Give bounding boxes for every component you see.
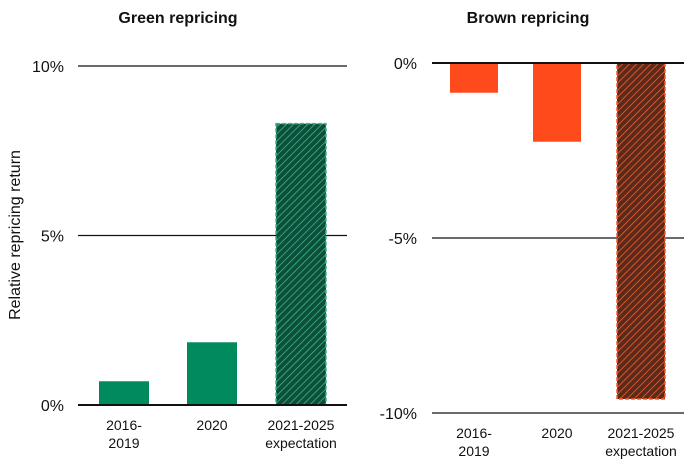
brown-bar-2 — [616, 62, 666, 400]
brown-panel: Brown repricing 0% -5% -10% 2016-2019 2020 20… — [380, 10, 684, 459]
green-y-tick-label: 5% — [41, 229, 64, 246]
green-category-label: 2016-2019 — [106, 417, 142, 451]
brown-bar-0 — [450, 63, 498, 93]
brown-category-label: 2016-2019 — [456, 425, 492, 459]
green-y-tick-label: 10% — [32, 59, 64, 76]
brown-y-tick-label: -10% — [380, 406, 417, 423]
green-bar-1 — [187, 342, 237, 405]
brown-y-tick-label: 0% — [394, 56, 417, 73]
brown-bar-1 — [533, 63, 581, 142]
green-bar-2 — [275, 122, 327, 406]
green-bar-0 — [99, 381, 149, 405]
brown-category-label: 2020 — [541, 425, 572, 441]
green-chart-title: Green repricing — [118, 10, 237, 27]
green-y-tick-label: 0% — [41, 398, 64, 415]
brown-chart-title: Brown repricing — [467, 10, 590, 27]
green-category-label: 2020 — [196, 417, 227, 433]
green-panel: Green repricing Relative repricing retur… — [7, 10, 347, 451]
green-category-label: 2021-2025 expectation — [265, 417, 337, 451]
brown-category-label: 2021-2025 expectation — [605, 425, 677, 459]
y-axis-label: Relative repricing return — [7, 150, 24, 320]
brown-y-tick-label: -5% — [389, 231, 417, 248]
